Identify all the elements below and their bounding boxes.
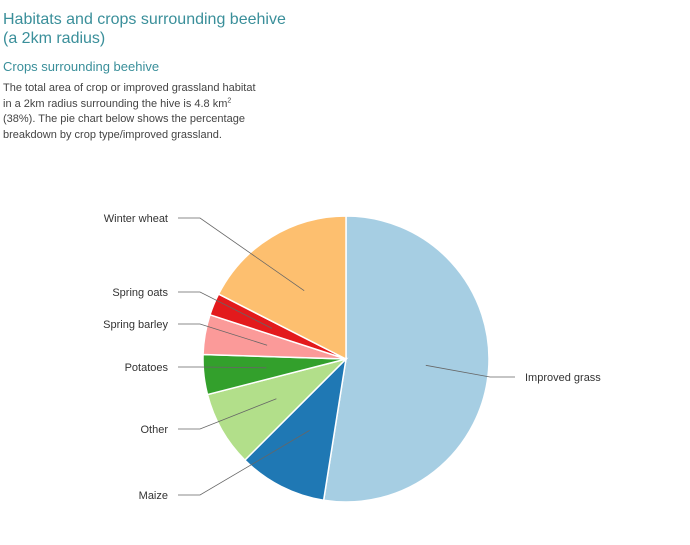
description-part-1: The total area of crop or improved grass… <box>3 82 256 110</box>
leader-line-maize <box>178 430 310 496</box>
leader-line-spring-barley <box>178 323 268 346</box>
leader-line-winter-wheat <box>178 217 305 292</box>
slice-label-improved-grass: Improved grass <box>525 372 601 384</box>
leader-line-potatoes <box>178 366 267 369</box>
slice-label-spring-barley: Spring barley <box>103 319 168 331</box>
pie-slice-maize <box>243 356 348 502</box>
slice-label-maize: Maize <box>139 490 168 502</box>
description-text: The total area of crop or improved grass… <box>3 81 265 143</box>
leader-line-other <box>178 398 277 430</box>
leader-line-spring-oats <box>178 291 273 329</box>
slice-label-other: Other <box>140 424 168 436</box>
leader-line-improved-grass <box>425 364 515 378</box>
pie-slice-improved-grass <box>322 215 490 503</box>
slice-label-potatoes: Potatoes <box>125 362 169 374</box>
slice-label-spring-oats: Spring oats <box>112 287 168 299</box>
section-subtitle: Crops surrounding beehive <box>3 59 160 74</box>
slice-label-winter-wheat: Winter wheat <box>104 213 168 225</box>
chart-heading: Habitats and crops surrounding beehive (… <box>3 11 286 47</box>
description-part-2: (38%). The pie chart below shows the per… <box>3 113 245 141</box>
pie-slice-winter-wheat <box>217 215 347 361</box>
superscript-unit: 2 <box>227 96 232 104</box>
